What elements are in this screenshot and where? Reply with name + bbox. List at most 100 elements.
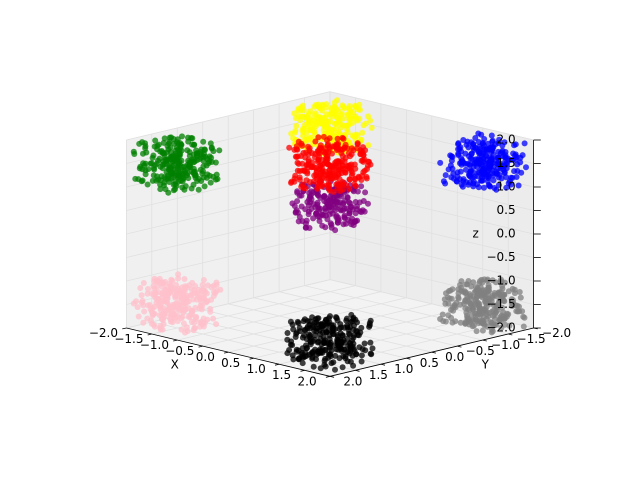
scatter-point	[140, 280, 147, 286]
scatter-point	[191, 142, 197, 148]
scatter-point	[334, 336, 341, 343]
scatter-point	[291, 178, 298, 185]
scatter-point	[490, 177, 497, 184]
scatter-point	[520, 323, 527, 330]
scatter-point	[452, 318, 459, 325]
x-tick-mark	[198, 345, 203, 348]
z-tick-label: −1.0	[486, 274, 515, 288]
scatter-point	[498, 324, 505, 331]
scatter-point	[161, 314, 167, 321]
scatter-point	[369, 345, 376, 352]
scatter-point	[161, 135, 168, 142]
scatter-point	[341, 215, 348, 222]
scatter-point	[352, 113, 359, 120]
scatter-point	[506, 322, 513, 329]
scatter-point	[164, 143, 171, 149]
scatter-point	[207, 305, 214, 312]
scatter-point	[213, 321, 220, 328]
y-tick-label: 0.0	[445, 350, 464, 364]
y-tick-label: −2.0	[542, 326, 571, 340]
scatter-point	[499, 304, 506, 311]
z-tick-label: 1.5	[497, 156, 516, 170]
y-axis-label: Y	[481, 357, 490, 371]
z-tick-label: 1.0	[497, 180, 516, 194]
x-tick-label: 1.5	[272, 368, 291, 382]
scatter-point	[503, 184, 510, 191]
scatter-point	[133, 298, 140, 305]
scatter-point	[336, 355, 343, 362]
scatter-point	[313, 356, 319, 363]
scatter-point	[197, 166, 204, 173]
scatter-point	[363, 173, 370, 180]
scatter-point	[519, 152, 526, 159]
scatter-point	[151, 323, 158, 330]
scatter-point	[294, 189, 301, 196]
scatter-point	[326, 335, 333, 342]
scatter-point	[181, 276, 188, 282]
scatter-point	[476, 280, 483, 287]
scatter-point	[474, 159, 481, 166]
scatter-point	[482, 298, 489, 305]
scatter-point	[309, 322, 316, 329]
scatter-point	[361, 340, 368, 347]
scatter-point	[338, 348, 345, 355]
scatter-point	[331, 342, 338, 349]
scatter-point	[286, 347, 293, 353]
scatter-point	[323, 195, 329, 201]
x-axis-line	[126, 327, 331, 377]
scatter-point	[445, 294, 451, 301]
scatter-point	[175, 275, 182, 282]
scatter-point	[359, 346, 366, 353]
scatter-point	[294, 167, 301, 174]
scatter-point	[457, 319, 464, 326]
scatter-point	[200, 286, 207, 293]
scatter-point	[325, 354, 332, 361]
scatter-point	[310, 178, 317, 185]
scatter-point	[155, 297, 162, 304]
scatter-point	[200, 277, 207, 283]
scatter-point	[474, 292, 481, 299]
scatter-point	[299, 334, 306, 341]
scatter-point	[182, 283, 189, 290]
scatter-point	[463, 141, 470, 148]
scatter-point	[304, 161, 311, 168]
scatter-point	[346, 120, 353, 127]
scatter-point	[151, 166, 158, 173]
scatter-point	[173, 182, 180, 189]
scatter-point	[508, 174, 515, 181]
scatter-point	[296, 174, 303, 181]
x-tick-label: 0.5	[221, 356, 240, 370]
scatter-point	[485, 181, 492, 188]
scatter-point	[340, 135, 347, 142]
scatter-point	[188, 318, 195, 325]
x-tick-mark	[274, 363, 280, 366]
scatter-point	[521, 314, 528, 321]
scatter-point	[186, 152, 193, 159]
scatter-point	[495, 289, 502, 296]
z-axis-label: z	[472, 227, 478, 241]
scatter-point	[157, 148, 164, 155]
scatter-point	[139, 177, 146, 184]
scatter-point	[199, 302, 206, 309]
scatter-point	[475, 303, 482, 310]
scatter-point	[300, 125, 307, 132]
scatter-point	[462, 150, 469, 157]
y-tick-mark	[482, 339, 487, 342]
scatter-point	[306, 145, 313, 152]
scatter-point	[207, 179, 214, 186]
scatter-point	[293, 122, 300, 129]
scatter-point	[137, 285, 144, 291]
scatter-point	[500, 309, 507, 316]
gridline-z-wall-x	[126, 208, 331, 258]
scatter-point	[523, 164, 529, 171]
scatter-point	[171, 292, 178, 299]
scatter-point	[318, 174, 325, 181]
scatter-point	[496, 316, 503, 323]
scatter-point	[144, 290, 151, 297]
gridline-z-wall-y	[329, 208, 534, 258]
scatter-point	[303, 149, 310, 156]
scatter-point	[320, 334, 327, 341]
scatter-point	[448, 306, 454, 313]
scatter-point	[358, 352, 365, 359]
scatter-point	[302, 185, 309, 192]
